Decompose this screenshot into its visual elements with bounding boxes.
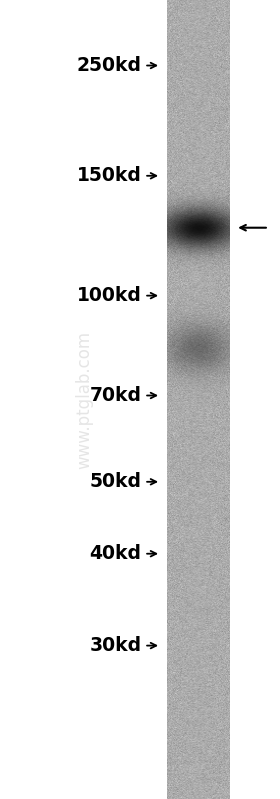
- Text: 30kd: 30kd: [89, 636, 141, 655]
- Text: 70kd: 70kd: [89, 386, 141, 405]
- Text: www.ptglab.com: www.ptglab.com: [75, 331, 93, 468]
- Text: 250kd: 250kd: [76, 56, 141, 75]
- Text: 100kd: 100kd: [76, 286, 141, 305]
- Text: 40kd: 40kd: [89, 544, 141, 563]
- Text: 150kd: 150kd: [76, 166, 141, 185]
- Text: 50kd: 50kd: [89, 472, 141, 491]
